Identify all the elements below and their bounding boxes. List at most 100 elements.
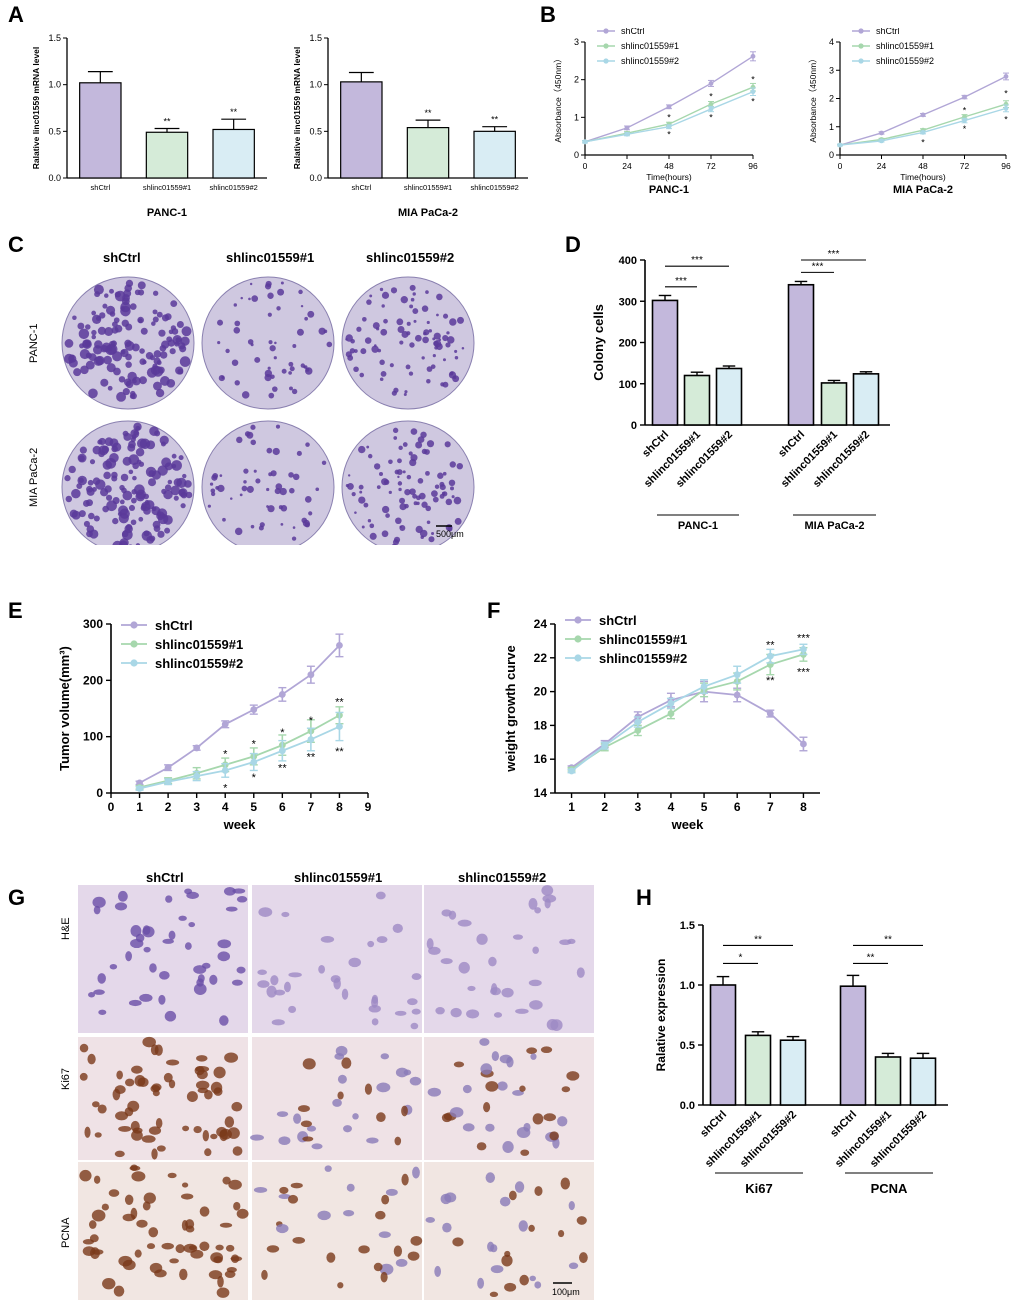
- cell-nucleus: [141, 1135, 156, 1143]
- colony: [77, 322, 85, 330]
- colony: [251, 295, 259, 302]
- x-tick-label: 5: [250, 800, 257, 814]
- data-point: [136, 785, 143, 792]
- data-point: [221, 720, 229, 728]
- colony: [148, 470, 155, 477]
- colony: [176, 320, 184, 329]
- data-point: [750, 89, 756, 95]
- colony: [113, 317, 120, 324]
- x-tick-label: shCtrl: [640, 429, 671, 460]
- colony: [409, 304, 414, 309]
- colony: [292, 526, 296, 529]
- colony: [388, 490, 392, 495]
- cell-nucleus: [368, 1004, 381, 1013]
- cell-nucleus: [394, 1010, 407, 1016]
- colony: [392, 539, 399, 545]
- colony: [396, 469, 403, 475]
- colony: [318, 327, 326, 335]
- cell-nucleus: [476, 933, 488, 945]
- cell-nucleus: [109, 963, 118, 970]
- colony: [146, 440, 156, 450]
- colony: [440, 382, 445, 387]
- colony: [65, 495, 73, 503]
- cell-nucleus: [376, 936, 388, 943]
- data-point: [601, 742, 609, 750]
- colony: [449, 318, 457, 326]
- colony: [118, 513, 129, 524]
- series-line: [571, 653, 804, 771]
- colony: [354, 511, 357, 514]
- y-tick-label: 200: [83, 673, 103, 687]
- colony: [288, 361, 294, 367]
- colony: [451, 495, 455, 499]
- cell-nucleus: [337, 1091, 344, 1100]
- y-tick-label: 400: [619, 255, 637, 267]
- x-tick-label: shlinc01559#2: [674, 429, 735, 490]
- data-point: [879, 138, 884, 144]
- cell-nucleus: [88, 992, 96, 998]
- colony: [158, 329, 166, 337]
- cell-nucleus: [528, 979, 542, 987]
- cell-nucleus: [490, 1265, 504, 1274]
- cell-nucleus: [261, 1269, 268, 1280]
- colony: [369, 532, 377, 540]
- colony: [326, 341, 333, 348]
- colony: [234, 320, 241, 327]
- colony: [296, 328, 304, 336]
- bar: [820, 382, 848, 426]
- cell-nucleus: [493, 1012, 503, 1018]
- colony: [345, 334, 353, 342]
- colony: [403, 392, 407, 396]
- cell-nucleus: [530, 1053, 537, 1060]
- significance-label: ***: [675, 276, 687, 287]
- cell-nucleus: [165, 895, 173, 903]
- x-tick-label: 7: [308, 800, 315, 814]
- colony: [138, 461, 145, 467]
- data-point: [336, 723, 343, 730]
- cell-nucleus: [186, 891, 199, 899]
- histology-grid: [78, 885, 594, 1300]
- colony: [404, 503, 409, 509]
- colony: [304, 496, 312, 503]
- x-tick-label: 0: [838, 161, 843, 171]
- cell-nucleus: [375, 891, 386, 900]
- cell-nucleus: [276, 1111, 289, 1117]
- x-tick-label: shlinc01559#1: [404, 183, 452, 192]
- cell-nucleus: [519, 1274, 529, 1286]
- cell-nucleus: [514, 1181, 525, 1193]
- cell-nucleus: [523, 1122, 531, 1132]
- cell-nucleus: [462, 1123, 475, 1132]
- x-tick-label: 2: [165, 800, 172, 814]
- y-axis-label: Ralative linc01559 mRNA level: [31, 47, 41, 170]
- x-axis-label: Time(hours): [646, 172, 692, 182]
- cell-nucleus: [216, 1126, 228, 1137]
- cell-nucleus: [287, 1194, 299, 1204]
- cell-nucleus: [341, 988, 349, 1000]
- significance-label: *: [963, 124, 967, 134]
- y-tick-label: 1.0: [309, 80, 322, 90]
- colony: [86, 530, 93, 538]
- colony: [112, 540, 123, 545]
- cell-nucleus: [195, 1080, 210, 1090]
- colony: [379, 359, 385, 366]
- significance-label: *: [1004, 88, 1008, 98]
- y-axis-label: Absorbance（450nm）: [808, 54, 818, 142]
- colony: [402, 470, 406, 474]
- colony: [175, 337, 181, 343]
- colony: [246, 485, 254, 493]
- colony: [87, 479, 94, 486]
- cell-nucleus: [93, 989, 105, 995]
- cell-nucleus: [401, 1173, 409, 1186]
- colony: [100, 378, 109, 387]
- legend-marker: [603, 43, 609, 49]
- colony: [185, 491, 193, 499]
- colony: [377, 348, 382, 353]
- colony: [83, 500, 90, 507]
- colony: [381, 505, 390, 514]
- colony: [347, 482, 354, 490]
- colony: [376, 327, 380, 331]
- cell-nucleus: [210, 1081, 223, 1094]
- cell-nucleus: [233, 1201, 241, 1211]
- y-tick-label: 18: [534, 718, 548, 732]
- colony: [442, 358, 446, 362]
